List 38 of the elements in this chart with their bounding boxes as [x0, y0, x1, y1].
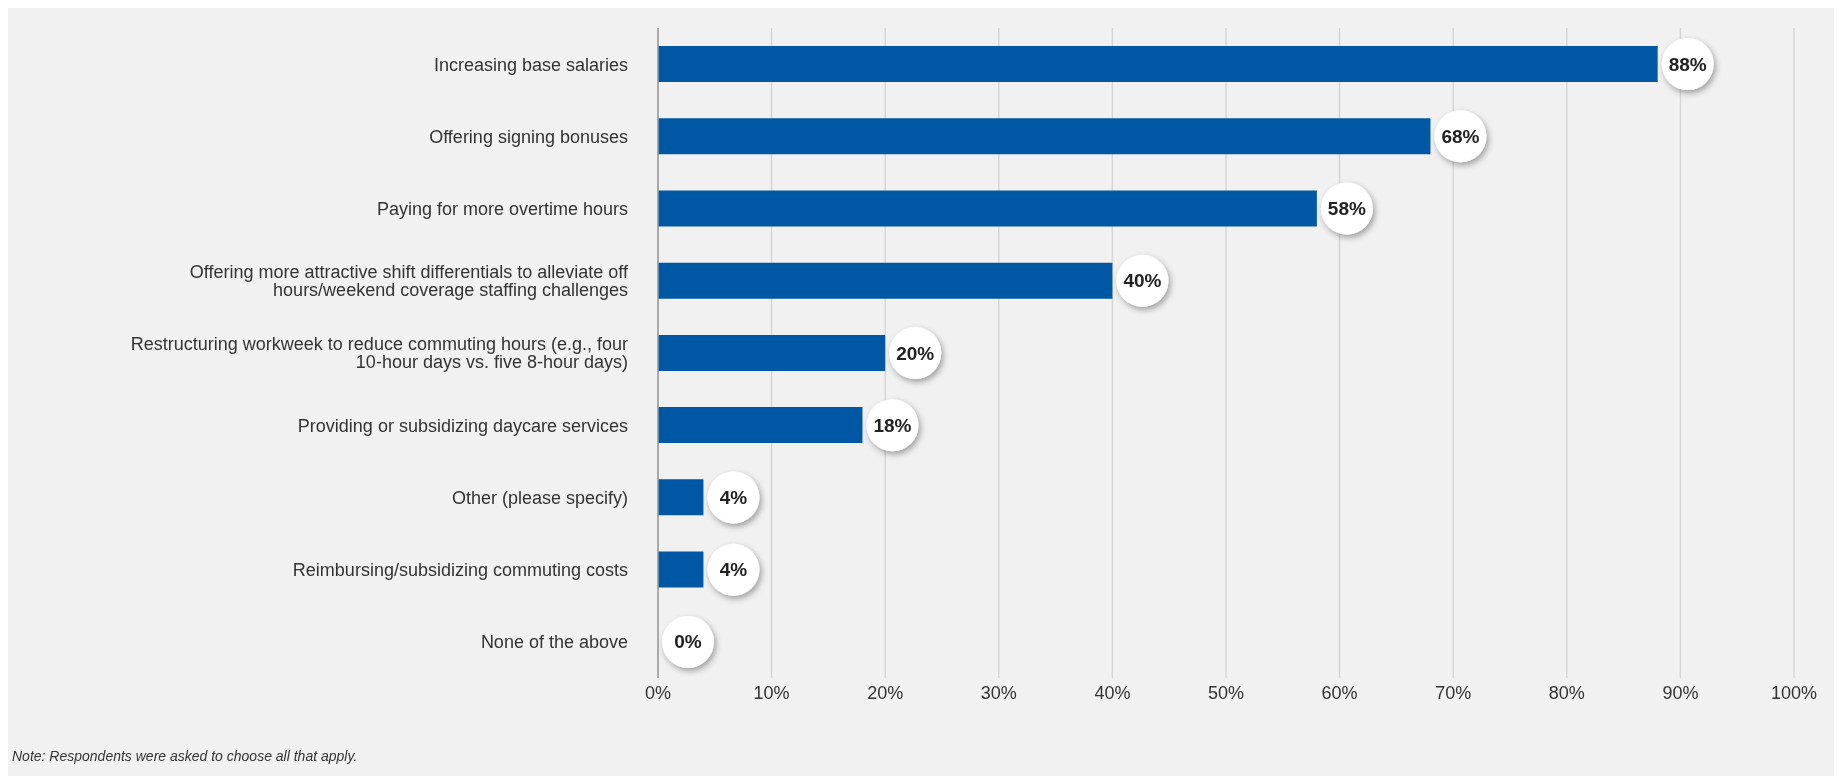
data-label: 40%: [1123, 270, 1162, 292]
x-tick-label: 20%: [867, 682, 904, 703]
x-tick-label: 70%: [1435, 682, 1472, 703]
y-tick-label: Providing or subsidizing daycare services: [297, 415, 628, 436]
bar: [658, 118, 1431, 155]
y-tick-label: Increasing base salaries: [433, 54, 628, 75]
y-tick-label: Paying for more overtime hours: [376, 198, 628, 219]
x-tick-label: 0%: [644, 682, 672, 703]
bar: [658, 262, 1113, 299]
data-label: 4%: [719, 486, 748, 508]
y-tick-label: Reimbursing/subsidizing commuting costs: [292, 560, 628, 581]
x-tick-label: 10%: [753, 682, 790, 703]
y-tick-label: None of the above: [480, 632, 628, 653]
x-tick-label: 100%: [1770, 682, 1818, 703]
bar: [658, 190, 1317, 227]
data-label: 68%: [1441, 125, 1480, 147]
bar: [658, 551, 704, 588]
x-tick-label: 60%: [1321, 682, 1358, 703]
data-label: 58%: [1327, 198, 1366, 220]
data-label: 88%: [1668, 53, 1707, 75]
x-tick-label: 50%: [1207, 682, 1245, 703]
x-tick-label: 90%: [1662, 682, 1699, 703]
data-label: 18%: [873, 414, 912, 436]
bar: [658, 407, 863, 444]
y-tick-label: Offering more attractive shift differentials to alleviate off hours/weekend coverage staffing challenges: [189, 262, 629, 301]
y-tick-label: Other (please specify): [451, 487, 628, 508]
bar: [658, 46, 1658, 82]
data-label: 4%: [719, 559, 748, 581]
x-tick-label: 40%: [1094, 682, 1131, 703]
text: Note: Respondents were asked to choose all that apply.: [12, 748, 358, 764]
bar: [658, 479, 704, 516]
data-label: 20%: [896, 342, 935, 364]
x-tick-label: 80%: [1548, 682, 1585, 703]
bar: [658, 334, 886, 371]
y-tick-label: Restructuring workweek to reduce commuting hours (e.g., four 10-hour days vs. five 8-hour days): [130, 334, 628, 373]
data-label: 0%: [674, 631, 702, 653]
x-tick-label: 30%: [980, 682, 1017, 703]
y-tick-label: Offering signing bonuses: [429, 126, 628, 147]
